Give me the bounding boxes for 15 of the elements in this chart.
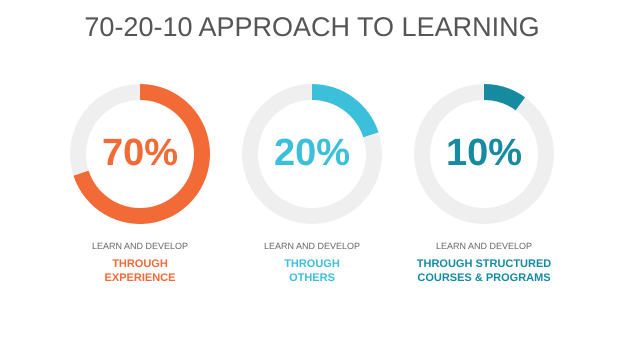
data-label: 20% bbox=[274, 132, 350, 174]
data-label: 70% bbox=[102, 132, 178, 174]
text: THROUGH OTHERS bbox=[284, 258, 340, 284]
text: THROUGH EXPERIENCE bbox=[104, 258, 176, 284]
donut-slice bbox=[73, 84, 210, 224]
text: LEARN AND DEVELOP bbox=[92, 241, 188, 251]
text: 70-20-10 APPROACH TO LEARNING bbox=[84, 12, 540, 42]
text: THROUGH STRUCTURED COURSES & PROGRAMS bbox=[416, 258, 552, 284]
text: LEARN AND DEVELOP bbox=[436, 241, 532, 251]
data-label: 10% bbox=[446, 132, 522, 174]
donut-slice bbox=[312, 84, 379, 138]
text: LEARN AND DEVELOP bbox=[264, 241, 360, 251]
donut-slice bbox=[242, 84, 382, 224]
donut-slice bbox=[484, 84, 526, 110]
donut-slice bbox=[414, 84, 554, 224]
